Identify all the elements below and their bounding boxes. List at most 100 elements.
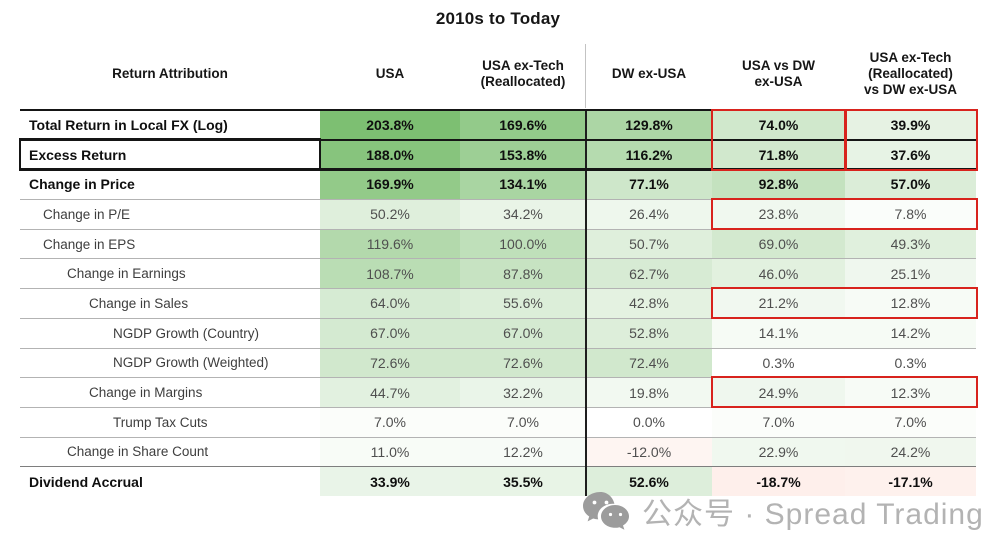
row-label: Trump Tax Cuts bbox=[113, 414, 208, 430]
value-cell: 129.8% bbox=[586, 110, 712, 140]
table-row: NGDP Growth (Weighted) 72.6% 72.6% 72.4% 0.3… bbox=[20, 347, 976, 378]
value-cell: 77.1% bbox=[586, 169, 712, 200]
value-cell: 67.0% bbox=[460, 318, 586, 348]
value-cell: 57.0% bbox=[845, 169, 976, 200]
page-title: 2010s to Today bbox=[435, 9, 561, 28]
value-cell: -12.0% bbox=[586, 437, 712, 467]
column-header: USA bbox=[375, 66, 405, 81]
value-cell: 50.7% bbox=[586, 229, 712, 259]
table-header-row: Return Attribution USA USA ex-Tech (Reallo… bbox=[20, 40, 976, 108]
column-header: USA ex-Tech (Reallocated) bbox=[480, 58, 566, 89]
value-cell: 26.4% bbox=[586, 200, 712, 229]
row-label: Change in Sales bbox=[89, 295, 189, 311]
value-cell: 50.2% bbox=[320, 200, 460, 229]
table-body: Total Return in Local FX (Log) 203.8% 169.… bbox=[20, 110, 976, 496]
table-row: Change in Price 169.9% 134.1% 77.1% 92.8% 57.… bbox=[20, 169, 976, 200]
row-label: Change in P/E bbox=[43, 206, 131, 222]
value-cell: 23.8% bbox=[712, 200, 845, 229]
value-cell: 0.3% bbox=[712, 348, 845, 378]
value-cell: 0.3% bbox=[845, 348, 976, 378]
value-cell: 203.8% bbox=[320, 110, 460, 140]
wechat-icon bbox=[583, 492, 629, 530]
value-cell: 100.0% bbox=[460, 229, 586, 259]
value-cell: 12.3% bbox=[845, 378, 976, 407]
value-cell: 72.6% bbox=[320, 348, 460, 378]
value-cell: 7.0% bbox=[712, 407, 845, 437]
value-cell: 71.8% bbox=[712, 139, 845, 170]
value-cell: 72.4% bbox=[586, 348, 712, 378]
value-cell: 37.6% bbox=[845, 139, 976, 170]
value-cell: 11.0% bbox=[320, 437, 460, 467]
row-label: Change in Margins bbox=[89, 385, 203, 401]
value-cell: 35.5% bbox=[460, 467, 586, 496]
row-label: NGDP Growth (Weighted) bbox=[113, 355, 269, 371]
value-cell: 46.0% bbox=[712, 259, 845, 289]
table-row: Change in Margins 44.7% 32.2% 19.8% 24.9% 12.… bbox=[20, 377, 976, 407]
value-cell: 74.0% bbox=[712, 110, 845, 140]
watermark: 公众号 · Spread Trading bbox=[580, 489, 984, 533]
value-cell: 116.2% bbox=[586, 139, 712, 170]
value-cell: 44.7% bbox=[320, 378, 460, 407]
table-row: Change in P/E 50.2% 34.2% 26.4% 23.8% 7.8% bbox=[20, 199, 976, 229]
column-header: USA vs DW ex-USA bbox=[741, 58, 815, 89]
value-cell: 153.8% bbox=[460, 139, 586, 170]
value-cell: 14.1% bbox=[712, 318, 845, 348]
value-cell: 92.8% bbox=[712, 169, 845, 200]
row-label: NGDP Growth (Country) bbox=[113, 325, 260, 341]
table-row: NGDP Growth (Country) 67.0% 67.0% 52.8% 14.1… bbox=[20, 317, 976, 348]
value-cell: 169.9% bbox=[320, 169, 460, 200]
value-cell: -17.1% bbox=[845, 467, 976, 496]
value-cell: 12.2% bbox=[460, 437, 586, 467]
value-cell: 134.1% bbox=[460, 169, 586, 200]
column-header: USA ex-Tech (Reallocated) vs DW ex-USA bbox=[863, 50, 958, 97]
row-label: Dividend Accrual bbox=[29, 473, 143, 490]
value-cell: 7.0% bbox=[845, 407, 976, 437]
table-row: Total Return in Local FX (Log) 203.8% 169.… bbox=[20, 110, 976, 140]
value-cell: 32.2% bbox=[460, 378, 586, 407]
value-cell: 33.9% bbox=[320, 467, 460, 496]
table-row: Change in EPS 119.6% 100.0% 50.7% 69.0% 49.3% bbox=[20, 228, 976, 259]
value-cell: 21.2% bbox=[712, 289, 845, 318]
value-cell: 7.0% bbox=[320, 407, 460, 437]
value-cell: 25.1% bbox=[845, 259, 976, 289]
table-row: Change in Share Count 11.0% 12.2% -12.0% 22.… bbox=[20, 436, 976, 467]
table-row: Excess Return 188.0% 153.8% 116.2% 71.8% 37.6… bbox=[20, 139, 976, 170]
value-cell: 22.9% bbox=[712, 437, 845, 467]
value-cell: 62.7% bbox=[586, 259, 712, 289]
table-row: Change in Sales 64.0% 55.6% 42.8% 21.2% 12.8% bbox=[20, 288, 976, 318]
value-cell: 87.8% bbox=[460, 259, 586, 289]
value-cell: 119.6% bbox=[320, 229, 460, 259]
value-cell: 19.8% bbox=[586, 378, 712, 407]
value-cell: 169.6% bbox=[460, 110, 586, 140]
value-cell: 188.0% bbox=[320, 139, 460, 170]
value-cell: 72.6% bbox=[460, 348, 586, 378]
value-cell: 7.8% bbox=[845, 200, 976, 229]
value-cell: 67.0% bbox=[320, 318, 460, 348]
value-cell: 52.6% bbox=[586, 467, 712, 496]
row-label: Change in Earnings bbox=[67, 266, 186, 282]
value-cell: 7.0% bbox=[460, 407, 586, 437]
value-cell: 64.0% bbox=[320, 289, 460, 318]
row-label: Change in Price bbox=[29, 176, 135, 193]
watermark-text: 公众号 · Spread Trading bbox=[642, 498, 984, 531]
value-cell: 34.2% bbox=[460, 200, 586, 229]
row-label: Change in EPS bbox=[43, 236, 136, 252]
value-cell: 108.7% bbox=[320, 259, 460, 289]
column-header: DW ex-USA bbox=[611, 66, 687, 81]
value-cell: 14.2% bbox=[845, 318, 976, 348]
value-cell: 39.9% bbox=[845, 110, 976, 140]
value-cell: -18.7% bbox=[712, 467, 845, 496]
value-cell: 69.0% bbox=[712, 229, 845, 259]
row-label: Change in Share Count bbox=[67, 444, 209, 460]
value-cell: 49.3% bbox=[845, 229, 976, 259]
table-row: Change in Earnings 108.7% 87.8% 62.7% 46.0% 2… bbox=[20, 258, 976, 289]
value-cell: 0.0% bbox=[586, 407, 712, 437]
table-row: Dividend Accrual 33.9% 35.5% 52.6% -18.7% -17… bbox=[20, 466, 976, 496]
value-cell: 24.2% bbox=[845, 437, 976, 467]
table-row: Trump Tax Cuts 7.0% 7.0% 0.0% 7.0% 7.0% bbox=[20, 406, 976, 437]
value-cell: 24.9% bbox=[712, 378, 845, 407]
value-cell: 55.6% bbox=[460, 289, 586, 318]
column-header: Return Attribution bbox=[112, 66, 228, 81]
row-label: Total Return in Local FX (Log) bbox=[29, 116, 228, 133]
value-cell: 12.8% bbox=[845, 289, 976, 318]
